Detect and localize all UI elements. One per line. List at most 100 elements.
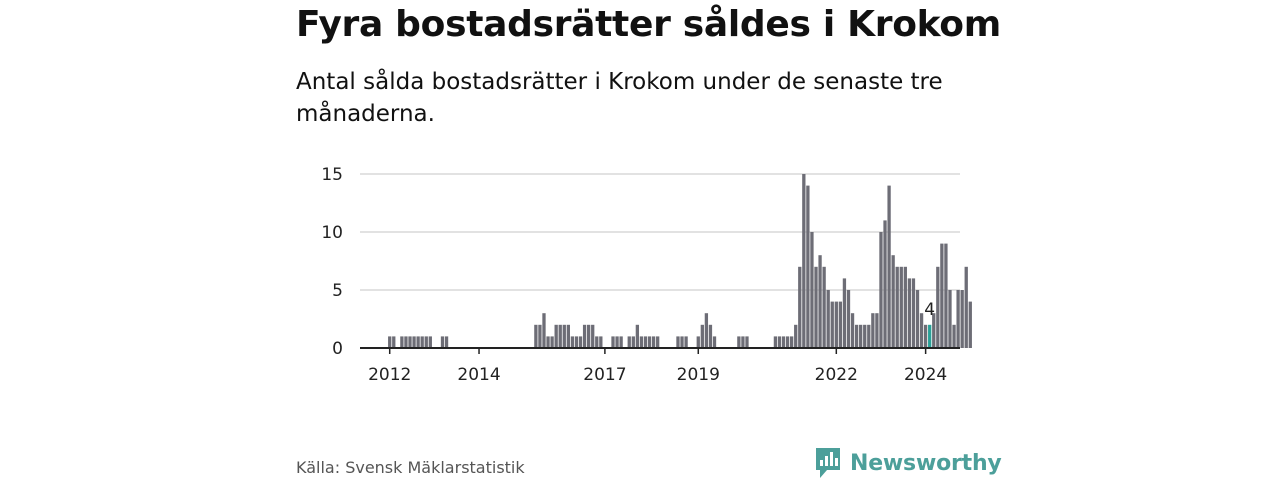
bar xyxy=(854,324,859,348)
bar xyxy=(712,336,717,348)
source-note: Källa: Svensk Mäklarstatistik xyxy=(296,458,525,477)
bar xyxy=(635,324,640,348)
y-tick-label: 10 xyxy=(321,223,343,243)
bar xyxy=(737,336,741,348)
bar xyxy=(964,266,968,348)
bar xyxy=(538,324,542,348)
bar xyxy=(647,336,652,348)
bar xyxy=(444,336,449,348)
bar xyxy=(903,266,907,348)
bar xyxy=(566,324,570,348)
bar xyxy=(899,266,903,348)
bar xyxy=(631,336,635,348)
bar xyxy=(879,232,883,348)
bar xyxy=(818,255,822,348)
bar xyxy=(554,324,558,348)
bar xyxy=(838,301,843,348)
bar xyxy=(777,336,782,348)
bar xyxy=(960,290,964,348)
bar xyxy=(656,336,660,348)
bar xyxy=(814,266,818,348)
bar xyxy=(400,336,404,348)
bar xyxy=(700,324,704,348)
bar xyxy=(615,336,619,348)
x-tick-label: 2017 xyxy=(583,365,626,385)
newsworthy-logo-icon xyxy=(816,448,840,478)
bar xyxy=(859,324,863,348)
bar xyxy=(595,336,599,348)
bar xyxy=(611,336,615,348)
bar xyxy=(806,185,810,348)
bar xyxy=(676,336,680,348)
bar xyxy=(591,324,595,348)
bar xyxy=(424,336,428,348)
bar xyxy=(826,290,830,348)
bar xyxy=(867,324,871,348)
bar xyxy=(891,255,895,348)
bar xyxy=(408,336,412,348)
bar xyxy=(790,336,794,348)
bar xyxy=(830,301,834,348)
bar xyxy=(915,290,920,348)
bar xyxy=(944,243,948,348)
bar xyxy=(846,290,851,348)
bar xyxy=(773,336,778,348)
bar xyxy=(651,336,656,348)
gridlines xyxy=(360,173,960,291)
bar xyxy=(599,336,603,348)
bar xyxy=(412,336,416,348)
bar xyxy=(542,313,546,348)
bar xyxy=(911,278,916,348)
bar xyxy=(810,232,814,348)
bar xyxy=(887,185,891,348)
bar xyxy=(704,313,709,348)
bar xyxy=(936,266,940,348)
data-label-highlight: 4 xyxy=(924,300,935,320)
bar xyxy=(785,336,790,348)
bar xyxy=(627,336,631,348)
bar xyxy=(798,266,802,348)
bar xyxy=(643,336,648,348)
bar xyxy=(562,324,566,348)
y-tick-label: 5 xyxy=(332,281,343,301)
x-tick-label: 2024 xyxy=(904,365,947,385)
bar xyxy=(895,266,899,348)
bar xyxy=(420,336,424,348)
x-tick-label: 2019 xyxy=(677,365,720,385)
labels: 0 5 10 15 2012 2014 2017 2019 2022 2024 4 xyxy=(321,165,947,385)
bar xyxy=(956,290,960,348)
bar xyxy=(546,336,550,348)
bar xyxy=(619,336,623,348)
bar xyxy=(708,324,713,348)
bar xyxy=(940,243,944,348)
bar xyxy=(696,336,700,348)
bar xyxy=(574,336,579,348)
bar xyxy=(440,336,445,348)
bar xyxy=(923,324,928,348)
bar xyxy=(842,278,847,348)
bar xyxy=(952,324,956,348)
bar xyxy=(587,324,591,348)
bar-highlight xyxy=(928,324,932,348)
bar xyxy=(875,313,879,348)
bar xyxy=(932,313,936,348)
bar xyxy=(392,336,396,348)
bar xyxy=(863,324,867,348)
bar xyxy=(907,278,912,348)
bar xyxy=(745,336,749,348)
x-tick-label: 2022 xyxy=(815,365,858,385)
bar-chart: 0 5 10 15 2012 2014 2017 2019 2022 2024 4 xyxy=(321,165,972,385)
x-tick-label: 2014 xyxy=(457,365,500,385)
brand-name: Newsworthy xyxy=(850,450,1002,476)
bar xyxy=(534,324,538,348)
brand-logo[interactable]: Newsworthy xyxy=(814,446,1002,480)
bar xyxy=(680,336,684,348)
y-tick-label: 15 xyxy=(321,165,343,185)
bar xyxy=(781,336,786,348)
bar xyxy=(404,336,408,348)
bar xyxy=(919,313,924,348)
page-title: Fyra bostadsrätter såldes i Krokom xyxy=(296,4,1001,45)
bar xyxy=(802,174,806,348)
bar xyxy=(741,336,745,348)
bar xyxy=(639,336,644,348)
